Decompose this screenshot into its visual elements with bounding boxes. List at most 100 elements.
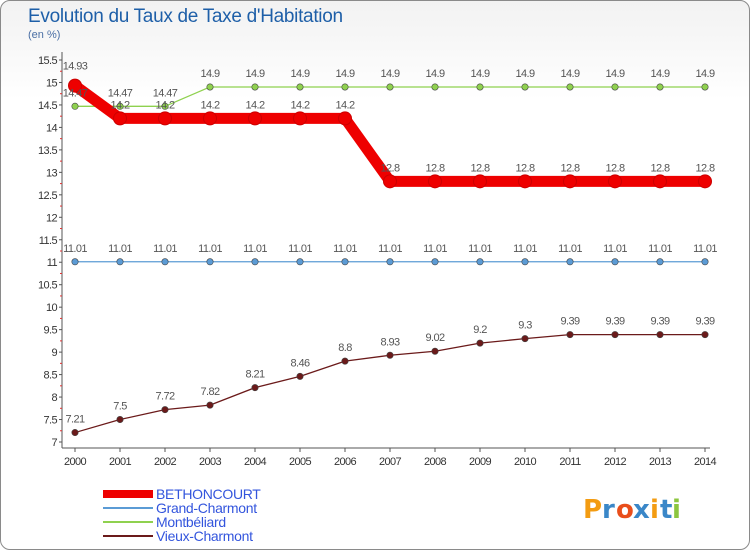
data-label-bethoncourt: 14.93 [63,61,88,73]
data-label-grand-charmont: 11.01 [108,243,132,255]
data-point-montb-liard [386,83,394,91]
y-tick-label: 13.5 [38,145,57,157]
x-tick-label: 2001 [109,456,132,468]
data-point-vieux-charmont [611,331,619,339]
y-tick-label: 9 [51,347,57,359]
data-point-bethoncourt [473,174,487,189]
data-point-grand-charmont [521,258,529,266]
x-tick-label: 2008 [424,456,447,468]
data-label-vieux-charmont: 8.46 [290,357,309,369]
x-tick-label: 2014 [694,456,717,468]
x-tick-label: 2006 [334,456,357,468]
data-point-montb-liard [566,83,574,91]
data-point-montb-liard [656,83,664,91]
data-label-grand-charmont: 11.01 [378,243,402,255]
data-point-bethoncourt [113,111,127,126]
data-label-grand-charmont: 11.01 [243,243,267,255]
data-point-vieux-charmont [116,416,124,424]
data-point-montb-liard [611,83,619,91]
data-point-grand-charmont [71,258,79,266]
data-label-bethoncourt: 14.2 [110,99,129,111]
data-point-bethoncourt [68,78,82,93]
data-point-grand-charmont [341,258,349,266]
data-point-vieux-charmont [566,331,574,339]
data-label-montb-liard: 14.9 [290,68,309,80]
y-tick-label: 7.5 [44,415,58,427]
data-point-vieux-charmont [386,351,394,359]
y-tick-label: 7 [51,437,57,449]
data-point-grand-charmont [386,258,394,266]
data-label-grand-charmont: 11.01 [603,243,627,255]
data-label-grand-charmont: 11.01 [198,243,222,255]
data-point-montb-liard [206,83,214,91]
data-label-bethoncourt: 12.8 [560,162,579,174]
y-tick-label: 14.5 [38,100,57,112]
data-label-grand-charmont: 11.01 [648,243,672,255]
legend-label-montb-liard: Montbéliard [156,514,226,530]
data-point-grand-charmont [161,258,169,266]
data-point-vieux-charmont [431,347,439,355]
data-label-montb-liard: 14.9 [470,68,489,80]
y-tick-label: 10.5 [38,280,57,292]
data-point-montb-liard [251,83,259,91]
data-point-bethoncourt [428,174,442,189]
data-label-vieux-charmont: 9.02 [425,332,444,344]
data-point-bethoncourt [293,111,307,126]
data-label-grand-charmont: 11.01 [423,243,447,255]
logo-letter: i [672,495,681,525]
data-point-bethoncourt [158,111,172,126]
data-point-montb-liard [701,83,709,91]
y-tick-label: 13 [46,167,58,179]
data-label-bethoncourt: 14.2 [245,99,264,111]
data-label-grand-charmont: 11.01 [468,243,492,255]
data-label-montb-liard: 14.9 [560,68,579,80]
data-label-montb-liard: 14.9 [425,68,444,80]
legend-label-grand-charmont: Grand-Charmont [156,500,257,516]
y-tick-label: 11 [47,257,58,269]
x-tick-label: 2011 [559,456,581,468]
data-label-grand-charmont: 11.01 [153,243,177,255]
series-line-vieux-charmont [74,333,705,434]
x-tick-label: 2010 [514,456,537,468]
data-label-vieux-charmont: 9.3 [518,320,532,332]
data-label-montb-liard: 14.9 [380,68,399,80]
data-point-grand-charmont [296,258,304,266]
chart-unit-label: (en %) [28,29,61,41]
data-point-grand-charmont [701,258,709,266]
y-tick-label: 15 [46,77,58,89]
data-label-montb-liard: 14.9 [335,68,354,80]
data-label-vieux-charmont: 9.39 [650,316,669,328]
data-point-vieux-charmont [341,357,349,365]
data-point-bethoncourt [698,174,712,189]
data-point-bethoncourt [518,174,532,189]
x-tick-label: 2004 [244,456,267,468]
data-point-bethoncourt [203,111,217,126]
data-label-montb-liard: 14.47 [63,87,88,99]
data-point-montb-liard [116,102,124,110]
data-label-bethoncourt: 12.8 [515,162,534,174]
y-tick-label: 10 [46,302,58,314]
data-point-bethoncourt [608,174,622,189]
data-point-vieux-charmont [296,372,304,380]
data-label-montb-liard: 14.9 [605,68,624,80]
data-label-vieux-charmont: 9.2 [473,324,487,336]
data-point-grand-charmont [251,258,259,266]
data-label-vieux-charmont: 9.39 [695,316,714,328]
data-label-bethoncourt: 12.8 [650,162,669,174]
data-label-vieux-charmont: 7.72 [155,391,174,403]
data-point-grand-charmont [431,258,439,266]
data-label-montb-liard: 14.9 [200,68,219,80]
data-point-montb-liard [431,83,439,91]
y-tick-label: 15.5 [38,55,57,67]
y-tick-label: 8 [51,392,57,404]
logo-letter: t [660,495,672,525]
data-point-grand-charmont [611,258,619,266]
x-tick-label: 2005 [289,456,312,468]
data-point-vieux-charmont [161,406,169,414]
data-point-grand-charmont [206,258,214,266]
data-label-grand-charmont: 11.01 [693,243,717,255]
data-label-bethoncourt: 12.8 [605,162,624,174]
data-point-bethoncourt [653,174,667,189]
data-label-vieux-charmont: 9.39 [605,316,624,328]
